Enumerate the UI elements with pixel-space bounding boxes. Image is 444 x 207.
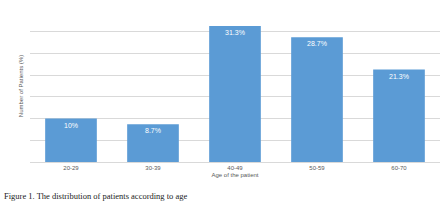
svg-text:31.3%: 31.3% [225, 29, 245, 36]
svg-text:40-49: 40-49 [227, 165, 243, 171]
svg-text:50-59: 50-59 [309, 165, 325, 171]
svg-text:21.3%: 21.3% [389, 73, 409, 80]
svg-text:20-29: 20-29 [63, 165, 79, 171]
svg-text:Age of the patient: Age of the patient [211, 172, 258, 178]
svg-text:10%: 10% [64, 122, 78, 129]
svg-text:28.7%: 28.7% [307, 40, 327, 47]
svg-text:8.7%: 8.7% [145, 127, 161, 134]
svg-text:60-70: 60-70 [391, 165, 407, 171]
svg-text:Number of Patients (%): Number of Patients (%) [18, 55, 24, 117]
svg-text:Figure 1. The distribution of: Figure 1. The distribution of patients a… [4, 191, 187, 201]
svg-text:30-39: 30-39 [145, 165, 161, 171]
